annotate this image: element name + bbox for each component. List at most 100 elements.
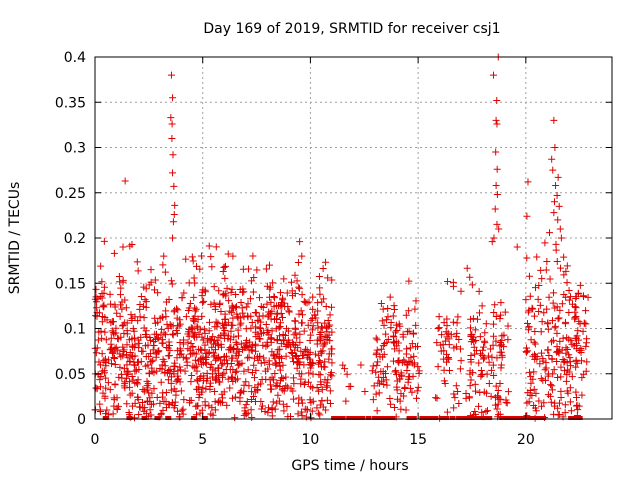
data-point — [137, 293, 145, 301]
data-point — [170, 370, 178, 378]
zero-data-point — [572, 416, 579, 420]
data-point — [270, 293, 278, 301]
zero-data-point — [456, 416, 463, 420]
data-point — [226, 384, 234, 392]
data-point — [215, 397, 223, 405]
x-tick-label: 15 — [409, 432, 427, 448]
data-point — [560, 290, 568, 298]
data-point — [282, 373, 290, 381]
data-point — [563, 345, 571, 353]
data-point — [228, 285, 236, 293]
data-point — [210, 299, 218, 307]
data-point — [144, 386, 152, 394]
data-point — [277, 310, 285, 318]
data-point — [561, 318, 569, 326]
data-point — [557, 363, 565, 371]
data-point — [195, 394, 203, 402]
data-point — [252, 323, 260, 331]
data-point — [259, 341, 267, 349]
data-point — [485, 358, 493, 366]
data-point — [267, 298, 275, 306]
data-point — [492, 148, 500, 156]
data-point — [168, 280, 176, 288]
data-point — [234, 361, 242, 369]
data-point — [294, 259, 302, 267]
data-point — [169, 169, 177, 177]
data-point — [492, 313, 500, 321]
data-point — [530, 401, 538, 409]
data-point — [565, 296, 573, 304]
data-point — [119, 321, 127, 329]
data-point — [568, 340, 576, 348]
data-point — [377, 368, 385, 376]
data-point — [264, 313, 272, 321]
data-point — [550, 289, 558, 297]
data-point — [238, 359, 246, 367]
data-point — [384, 313, 392, 321]
data-point — [546, 392, 554, 400]
data-point — [285, 307, 293, 315]
data-point — [437, 341, 445, 349]
data-point — [549, 370, 557, 378]
data-point — [537, 375, 545, 383]
data-point — [229, 354, 237, 362]
data-point — [373, 346, 381, 354]
data-point — [263, 300, 271, 308]
data-point — [307, 331, 315, 339]
data-point — [409, 330, 417, 338]
data-point — [219, 373, 227, 381]
data-point — [492, 337, 500, 345]
data-point — [317, 347, 325, 355]
data-point — [493, 405, 501, 413]
data-point — [147, 266, 155, 274]
data-point — [294, 410, 302, 418]
data-point — [316, 371, 324, 379]
data-point — [252, 398, 260, 406]
y-tick-label: 0.4 — [64, 50, 86, 66]
data-point — [561, 401, 569, 409]
data-point — [414, 383, 422, 391]
data-point — [535, 308, 543, 316]
zero-data-point — [512, 416, 519, 420]
data-point — [215, 287, 223, 295]
data-point — [117, 284, 125, 292]
data-point — [314, 307, 322, 315]
data-point — [527, 379, 535, 387]
data-point — [144, 398, 152, 406]
data-point — [221, 334, 229, 342]
data-point — [343, 370, 351, 378]
data-point — [373, 361, 381, 369]
data-point — [144, 341, 152, 349]
data-point — [180, 396, 188, 404]
data-point — [244, 354, 252, 362]
data-point — [522, 296, 530, 304]
data-point — [187, 378, 195, 386]
data-point — [263, 338, 271, 346]
data-point — [181, 367, 189, 375]
data-point — [401, 384, 409, 392]
data-point — [412, 394, 420, 402]
data-point — [172, 305, 180, 313]
data-point — [179, 353, 187, 361]
data-point — [582, 339, 590, 347]
data-point — [219, 320, 227, 328]
data-point — [269, 398, 277, 406]
data-point — [314, 324, 322, 332]
data-point — [100, 237, 108, 245]
data-point — [223, 284, 231, 292]
data-point — [154, 289, 162, 297]
chart-title: Day 169 of 2019, SRMTID for receiver csj… — [203, 21, 500, 37]
data-point — [152, 353, 160, 361]
data-point — [378, 317, 386, 325]
data-point — [102, 336, 110, 344]
data-point — [500, 331, 508, 339]
data-point — [548, 317, 556, 325]
data-point — [308, 407, 316, 415]
data-point — [234, 332, 242, 340]
data-point — [323, 324, 331, 332]
data-point — [485, 380, 493, 388]
data-point — [123, 341, 131, 349]
data-point — [247, 406, 255, 414]
data-point — [192, 305, 200, 313]
data-point — [467, 358, 475, 366]
